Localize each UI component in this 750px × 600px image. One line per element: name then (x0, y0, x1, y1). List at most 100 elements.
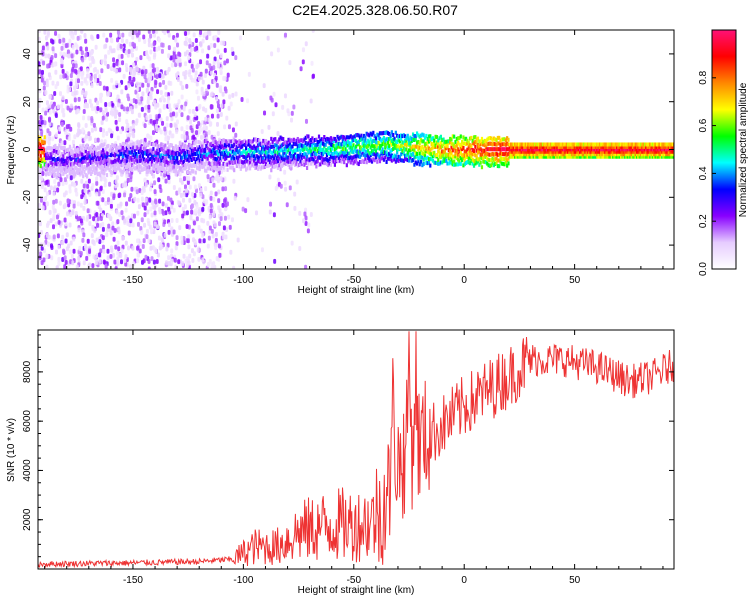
spectrogram-cell (631, 147, 635, 152)
spectrogram-cell (181, 85, 185, 91)
spectrogram-cell (182, 152, 185, 157)
spectrogram-cell (43, 80, 47, 86)
spectrogram-cell (62, 166, 65, 171)
spectrogram-cell (107, 166, 110, 171)
spectrogram-cell (378, 159, 382, 164)
spectrogram-cell (610, 154, 613, 159)
spectrogram-cell (165, 146, 168, 151)
spectrogram-cell (54, 198, 58, 204)
spectrogram-cell (586, 142, 590, 147)
spectrogram-cell (409, 152, 412, 157)
spectrogram-cell (150, 162, 154, 167)
spectrogram-cell (433, 153, 436, 158)
spectrogram-cell (215, 172, 219, 178)
spectrogram-cell (186, 238, 190, 244)
spectrogram-cell (149, 33, 153, 39)
spectrogram-cell (153, 142, 156, 147)
spectrogram-cell (307, 149, 310, 154)
spectrogram-cell (308, 146, 311, 151)
spectrogram-cell (560, 154, 563, 159)
spectrogram-cell (429, 138, 432, 143)
spectrogram-cell (70, 253, 74, 259)
spectrogram-cell (225, 148, 228, 153)
spectrogram-cell (99, 98, 103, 104)
spectrogram-cell (86, 68, 90, 74)
spectrogram-cell (188, 184, 192, 190)
spectrogram-cell (516, 152, 519, 157)
spectrogram-cell (196, 247, 200, 253)
spectrogram-cell (282, 150, 285, 155)
spectrogram-cell (317, 150, 321, 155)
spectrogram-cell (609, 144, 612, 149)
spectrogram-cell (560, 147, 563, 152)
spectrogram-cell (91, 106, 95, 112)
spectrogram-cell (139, 170, 142, 175)
spectrogram-cell (231, 144, 234, 149)
spectrogram-cell (120, 38, 124, 44)
spectrogram-cell (459, 161, 462, 166)
spectrogram-cell (498, 147, 501, 152)
spectrogram-cell (103, 168, 106, 173)
spectrogram-cell (64, 169, 68, 174)
spectrogram-cell (390, 139, 393, 144)
spectrogram-cell (394, 145, 397, 150)
spectrogram-cell (71, 139, 75, 145)
spectrogram-cell (108, 168, 111, 173)
spectrogram-cell (382, 135, 386, 140)
spectrogram-cell (141, 149, 144, 154)
spectrogram-cell (303, 211, 307, 217)
spectrogram-cell (86, 208, 90, 214)
spectrogram-cell (247, 142, 250, 147)
spectrogram-cell (124, 240, 128, 246)
spectrogram-cell (214, 140, 217, 145)
spectrogram-cell (582, 144, 586, 149)
spectrogram-cell (52, 144, 56, 149)
spectrogram-cell (581, 142, 584, 147)
spectrogram-cell (349, 134, 352, 139)
spectrogram-cell (124, 85, 128, 91)
spectrogram-cell (213, 222, 217, 228)
spectrogram-cell (93, 153, 97, 158)
spectrogram-cell (125, 201, 129, 207)
spectrogram-cell (75, 264, 79, 269)
spectrogram-cell (125, 146, 128, 151)
spectrogram-cell (222, 75, 226, 81)
spectrogram-cell (453, 154, 456, 159)
spectrogram-cell (269, 201, 273, 207)
spectrogram-cell (100, 143, 103, 148)
spectrogram-cell (294, 148, 297, 153)
spectrogram-cell (331, 146, 334, 151)
spectrogram-cell (284, 144, 287, 149)
spectrogram-cell (274, 152, 277, 157)
spectrogram-cell (568, 147, 571, 152)
spectrogram-cell (45, 264, 49, 269)
spectrogram-cell (55, 175, 58, 180)
spectrogram-cell (561, 147, 564, 152)
spectrogram-cell (454, 144, 457, 149)
spectrogram-cell (173, 257, 177, 263)
spectrogram-cell (97, 157, 101, 162)
spectrogram-cell (287, 155, 290, 160)
spectrogram-cell (59, 154, 62, 159)
spectrogram-cell (287, 143, 290, 148)
spectrogram-cell (626, 144, 629, 149)
spectrogram-cell (374, 136, 378, 141)
spectrogram-cell (149, 49, 153, 55)
spectrogram-cell (445, 152, 448, 157)
spectrogram-cell (510, 152, 513, 157)
spectrogram-cell (263, 153, 266, 158)
spectrogram-cell (144, 151, 147, 156)
spectrogram-cell (266, 146, 269, 151)
spectrogram-cell (408, 158, 411, 163)
spectrogram-cell (131, 143, 134, 148)
spectrogram-cell (91, 156, 94, 161)
spectrogram-cell (214, 156, 217, 161)
spectrogram-cell (631, 154, 635, 159)
spectrogram-cell (71, 66, 75, 72)
spectrogram-cell (80, 159, 83, 164)
spectrogram-cell (578, 142, 582, 147)
spectrogram-cell (165, 162, 168, 167)
spectrogram-cell (83, 156, 86, 161)
spectrogram-cell (146, 149, 150, 154)
spectrogram-cell (170, 116, 174, 122)
